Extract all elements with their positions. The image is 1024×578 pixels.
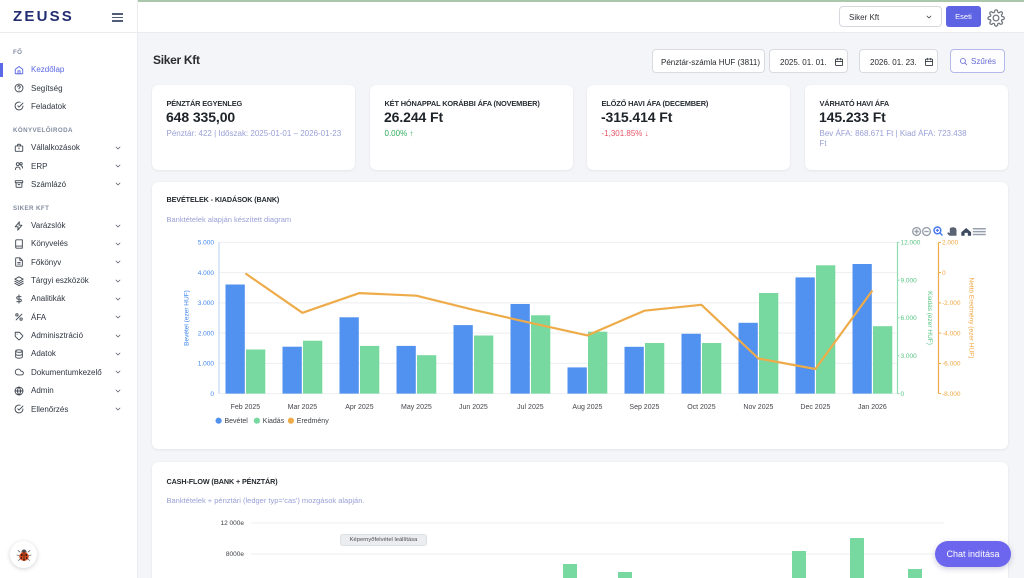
- svg-text:Kiadás: Kiadás: [263, 418, 285, 425]
- svg-text:Dec 2025: Dec 2025: [800, 404, 830, 411]
- svg-text:Bevétel (ezer HUF): Bevétel (ezer HUF): [184, 290, 191, 346]
- svg-text:2.000: 2.000: [198, 330, 215, 337]
- svg-text:Kiadás (ezer HUF): Kiadás (ezer HUF): [926, 291, 933, 345]
- svg-text:3.000: 3.000: [198, 300, 215, 307]
- svg-text:Nov 2025: Nov 2025: [743, 404, 773, 411]
- svg-text:2.000: 2.000: [942, 240, 959, 247]
- svg-text:-2.000: -2.000: [942, 300, 961, 307]
- svg-text:Bevétel: Bevétel: [225, 418, 249, 425]
- svg-text:-4.000: -4.000: [942, 330, 961, 337]
- svg-text:Jul 2025: Jul 2025: [517, 404, 544, 411]
- svg-text:8000e: 8000e: [226, 551, 244, 558]
- svg-text:Oct 2025: Oct 2025: [687, 404, 716, 411]
- svg-text:Jun 2025: Jun 2025: [459, 404, 488, 411]
- svg-text:12 000e: 12 000e: [221, 520, 245, 527]
- svg-text:Aug 2025: Aug 2025: [572, 404, 602, 411]
- svg-text:0: 0: [942, 270, 946, 277]
- svg-text:-8.000: -8.000: [942, 391, 961, 398]
- svg-text:Sep 2025: Sep 2025: [629, 404, 659, 411]
- svg-text:0: 0: [210, 391, 214, 398]
- svg-text:0: 0: [901, 391, 905, 398]
- svg-text:Apr 2025: Apr 2025: [345, 404, 374, 411]
- svg-text:6.000: 6.000: [901, 315, 918, 322]
- svg-text:-6.000: -6.000: [942, 361, 961, 368]
- svg-text:Mar 2025: Mar 2025: [288, 404, 318, 411]
- svg-text:Jan 2026: Jan 2026: [858, 404, 887, 411]
- svg-text:4.000: 4.000: [198, 270, 215, 277]
- svg-text:9.000: 9.000: [901, 277, 918, 284]
- svg-text:1.000: 1.000: [198, 361, 215, 368]
- svg-text:May 2025: May 2025: [401, 404, 432, 411]
- svg-text:3.000: 3.000: [901, 353, 918, 360]
- svg-text:Nettó Eredmény (ezer HUF): Nettó Eredmény (ezer HUF): [968, 278, 975, 359]
- svg-text:12.000: 12.000: [901, 240, 921, 247]
- svg-text:Eredmény: Eredmény: [297, 418, 329, 425]
- svg-text:Feb 2025: Feb 2025: [231, 404, 261, 411]
- svg-text:5.000: 5.000: [198, 240, 215, 247]
